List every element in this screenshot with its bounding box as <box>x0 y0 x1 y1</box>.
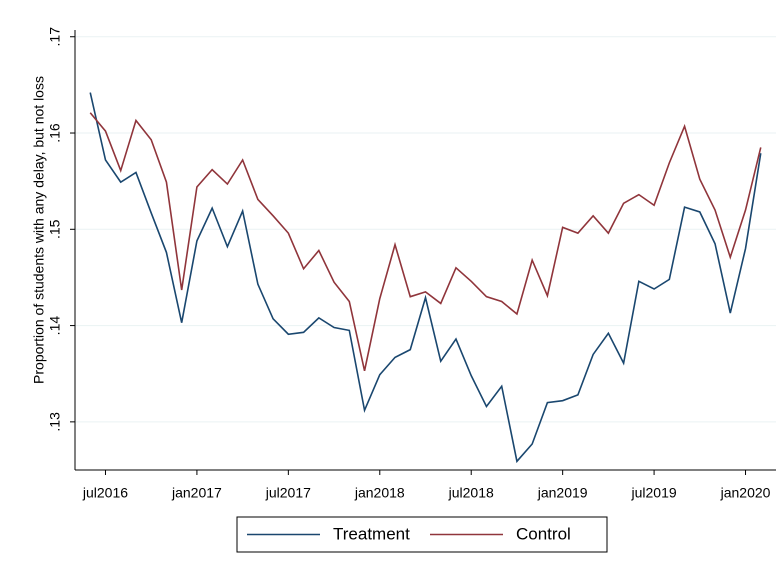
x-tick-label: jul2017 <box>265 485 311 501</box>
x-tick-label: jan2017 <box>171 485 222 501</box>
legend-label: Treatment <box>333 524 410 543</box>
data-line <box>89 112 762 372</box>
y-tick-label: .17 <box>47 27 63 47</box>
x-tick-label: jan2019 <box>537 485 588 501</box>
x-tick-label: jan2020 <box>720 485 771 501</box>
x-tick-label: jul2018 <box>448 485 494 501</box>
x-tick-label: jul2019 <box>631 485 677 501</box>
y-tick-label: .15 <box>47 219 63 239</box>
y-tick-label: .13 <box>47 412 63 432</box>
y-tick-label: .14 <box>47 316 63 336</box>
legend-label: Control <box>516 524 571 543</box>
y-axis-title: Proportion of students with any delay, b… <box>31 76 47 384</box>
data-line <box>89 92 762 464</box>
x-tick-label: jul2016 <box>82 485 128 501</box>
x-tick-label: jan2018 <box>354 485 405 501</box>
y-tick-label: .16 <box>47 123 63 143</box>
